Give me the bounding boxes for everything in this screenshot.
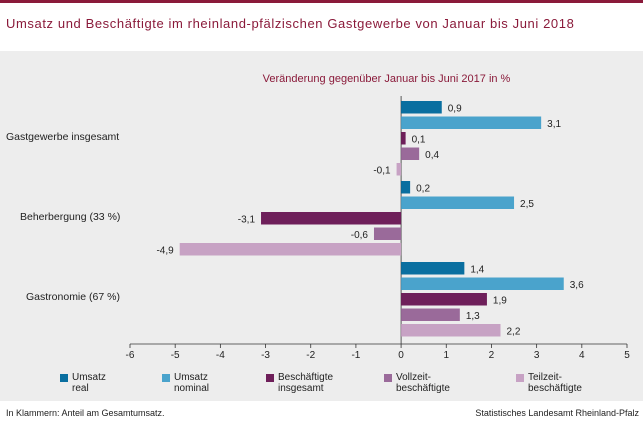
category-label-gastronomie: Gastronomie (67 %) (26, 291, 120, 303)
x-tick-label: 2 (489, 350, 495, 361)
x-tick-label: 0 (398, 350, 404, 361)
bar (401, 324, 501, 337)
legend-label: Vollzeit- beschäftigte (396, 372, 450, 394)
source-note: Statistisches Landesamt Rheinland-Pfalz (475, 408, 639, 418)
legend-swatch (266, 374, 274, 382)
bar (401, 116, 542, 129)
data-label: 2,5 (520, 199, 534, 210)
legend-swatch (162, 374, 170, 382)
bar (261, 212, 402, 225)
bar (401, 196, 515, 209)
bar (179, 243, 402, 256)
legend-swatch (516, 374, 524, 382)
bar (396, 163, 402, 176)
chart-title: Umsatz und Beschäftigte im rheinland-pfä… (6, 16, 575, 31)
header: Umsatz und Beschäftigte im rheinland-pfä… (0, 3, 643, 51)
data-label: 0,9 (448, 104, 462, 115)
bar (401, 132, 406, 145)
data-label: -0,1 (373, 166, 391, 177)
x-tick-label: 5 (624, 350, 630, 361)
data-label: 1,9 (493, 296, 507, 307)
data-label: 1,3 (466, 311, 480, 322)
category-label-beherbergung: Beherbergung (33 %) (20, 211, 121, 223)
data-label: 0,2 (416, 184, 430, 195)
legend-swatch (60, 374, 68, 382)
chart-panel (0, 51, 643, 401)
legend-swatch (384, 374, 392, 382)
bar (401, 262, 465, 275)
x-tick-label: 1 (443, 350, 449, 361)
bar (401, 181, 411, 194)
x-tick-label: -1 (351, 350, 360, 361)
data-label: -3,1 (238, 215, 256, 226)
chart-subtitle: Veränderung gegenüber Januar bis Juni 20… (262, 73, 511, 85)
data-label: 3,1 (547, 119, 561, 130)
category-label-gastgewerbe: Gastgewerbe insgesamt (6, 131, 120, 143)
legend-label: Beschäftigte insgesamt (278, 372, 334, 394)
title-rule (0, 0, 643, 3)
data-label: -4,9 (156, 246, 174, 257)
data-label: 1,4 (470, 265, 484, 276)
legend-label: Umsatz nominal (174, 372, 210, 394)
x-tick-label: -6 (126, 350, 135, 361)
data-label: -0,6 (351, 230, 369, 241)
x-tick-label: -5 (171, 350, 180, 361)
data-label: 3,6 (570, 280, 584, 291)
bar (401, 277, 564, 290)
data-label: 0,4 (425, 150, 439, 161)
data-label: 0,1 (412, 135, 426, 146)
x-tick-label: -2 (306, 350, 315, 361)
x-tick-label: -3 (261, 350, 270, 361)
bar (401, 147, 420, 160)
x-tick-label: 3 (534, 350, 540, 361)
bar (401, 293, 487, 306)
footnote: In Klammern: Anteil am Gesamtumsatz. (6, 408, 165, 418)
data-label: 2,2 (506, 327, 520, 338)
x-tick-label: 4 (579, 350, 585, 361)
legend-label: Teilzeit- beschäftigte (528, 372, 582, 394)
x-tick-label: -4 (216, 350, 225, 361)
bar (373, 227, 402, 240)
bar (401, 308, 460, 321)
bar (401, 101, 442, 114)
legend-label: Umsatz real (72, 372, 106, 394)
